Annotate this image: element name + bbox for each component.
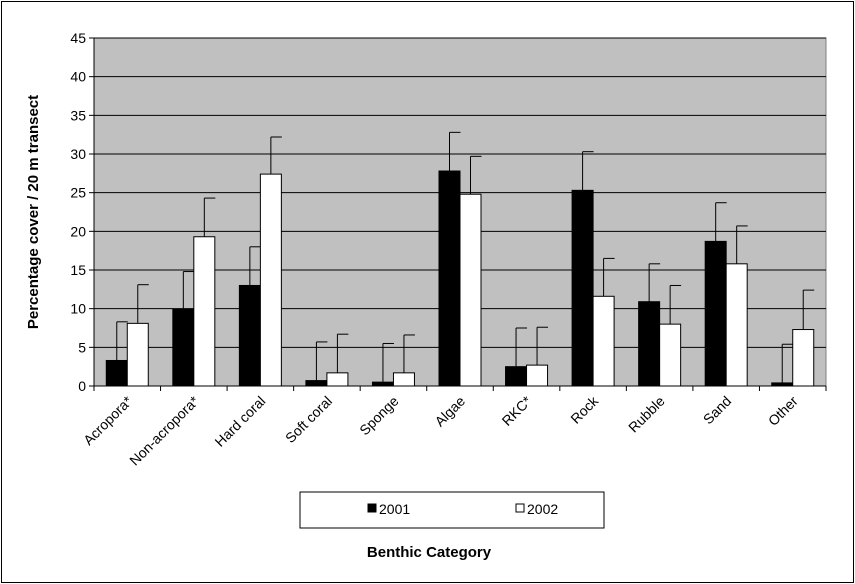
bar-2002 <box>259 173 282 387</box>
bar-2002 <box>193 236 216 387</box>
bar-2001 <box>238 284 261 387</box>
bar-2002 <box>126 322 149 387</box>
y-tick-label: 25 <box>70 185 86 201</box>
y-tick-label: 15 <box>70 262 86 278</box>
x-tick-label: Sand <box>700 393 734 427</box>
y-tick-label: 10 <box>70 301 86 317</box>
x-tick-label: Soft coral <box>282 393 335 446</box>
x-axis-title: Benthic Category <box>367 544 492 561</box>
bar-2001 <box>105 359 128 387</box>
bar-2001 <box>704 240 727 387</box>
y-tick-label: 45 <box>70 30 86 46</box>
legend-swatch-2001 <box>367 503 377 513</box>
bar-2002 <box>459 193 482 387</box>
bar-2002 <box>725 263 748 387</box>
y-axis: 0 5 10 15 20 25 30 35 40 45 <box>70 30 95 394</box>
x-tick-label: Sponge <box>356 393 402 439</box>
x-tick-label: RKC* <box>499 392 535 428</box>
bar-2001 <box>438 170 461 387</box>
bar-2002 <box>792 329 815 387</box>
x-tick-label: Algae <box>431 393 468 430</box>
y-tick-label: 20 <box>70 223 86 239</box>
legend-box <box>299 491 605 529</box>
bar-2002 <box>659 323 682 387</box>
bar-2002 <box>592 295 615 387</box>
bar-2001 <box>638 301 661 387</box>
legend-swatch-2002 <box>515 503 525 513</box>
bar-2001 <box>505 366 528 387</box>
y-tick-label: 0 <box>78 378 86 394</box>
y-tick-label: 5 <box>78 339 86 355</box>
y-tick-label: 30 <box>70 146 86 162</box>
legend: 2001 2002 <box>299 491 605 529</box>
x-tick-label: Rubble <box>625 393 668 436</box>
legend-label-2002: 2002 <box>527 501 558 517</box>
bar-2002 <box>392 372 415 387</box>
x-axis: Acropora*Non-acropora* Hard coral Soft cor… <box>80 385 827 469</box>
y-tick-label: 35 <box>70 107 86 123</box>
bar-2001 <box>172 308 195 387</box>
bar-2001 <box>371 381 394 387</box>
x-tick-label: Other <box>765 393 801 429</box>
bar-2001 <box>571 189 594 387</box>
x-tick-label: Acropora* <box>80 392 136 448</box>
y-tick-label: 40 <box>70 69 86 85</box>
legend-label-2001: 2001 <box>379 501 410 517</box>
bar-2002 <box>326 372 349 387</box>
x-tick-label: Rock <box>567 392 602 427</box>
bars <box>105 131 815 387</box>
x-tick-label: Hard coral <box>211 393 268 450</box>
bar-2002 <box>526 364 549 387</box>
gridlines <box>94 37 826 348</box>
bar-2001 <box>305 380 328 387</box>
x-tick-label: Non-acropora* <box>126 392 202 468</box>
y-axis-title: Percentage cover / 20 m transect <box>25 95 42 329</box>
